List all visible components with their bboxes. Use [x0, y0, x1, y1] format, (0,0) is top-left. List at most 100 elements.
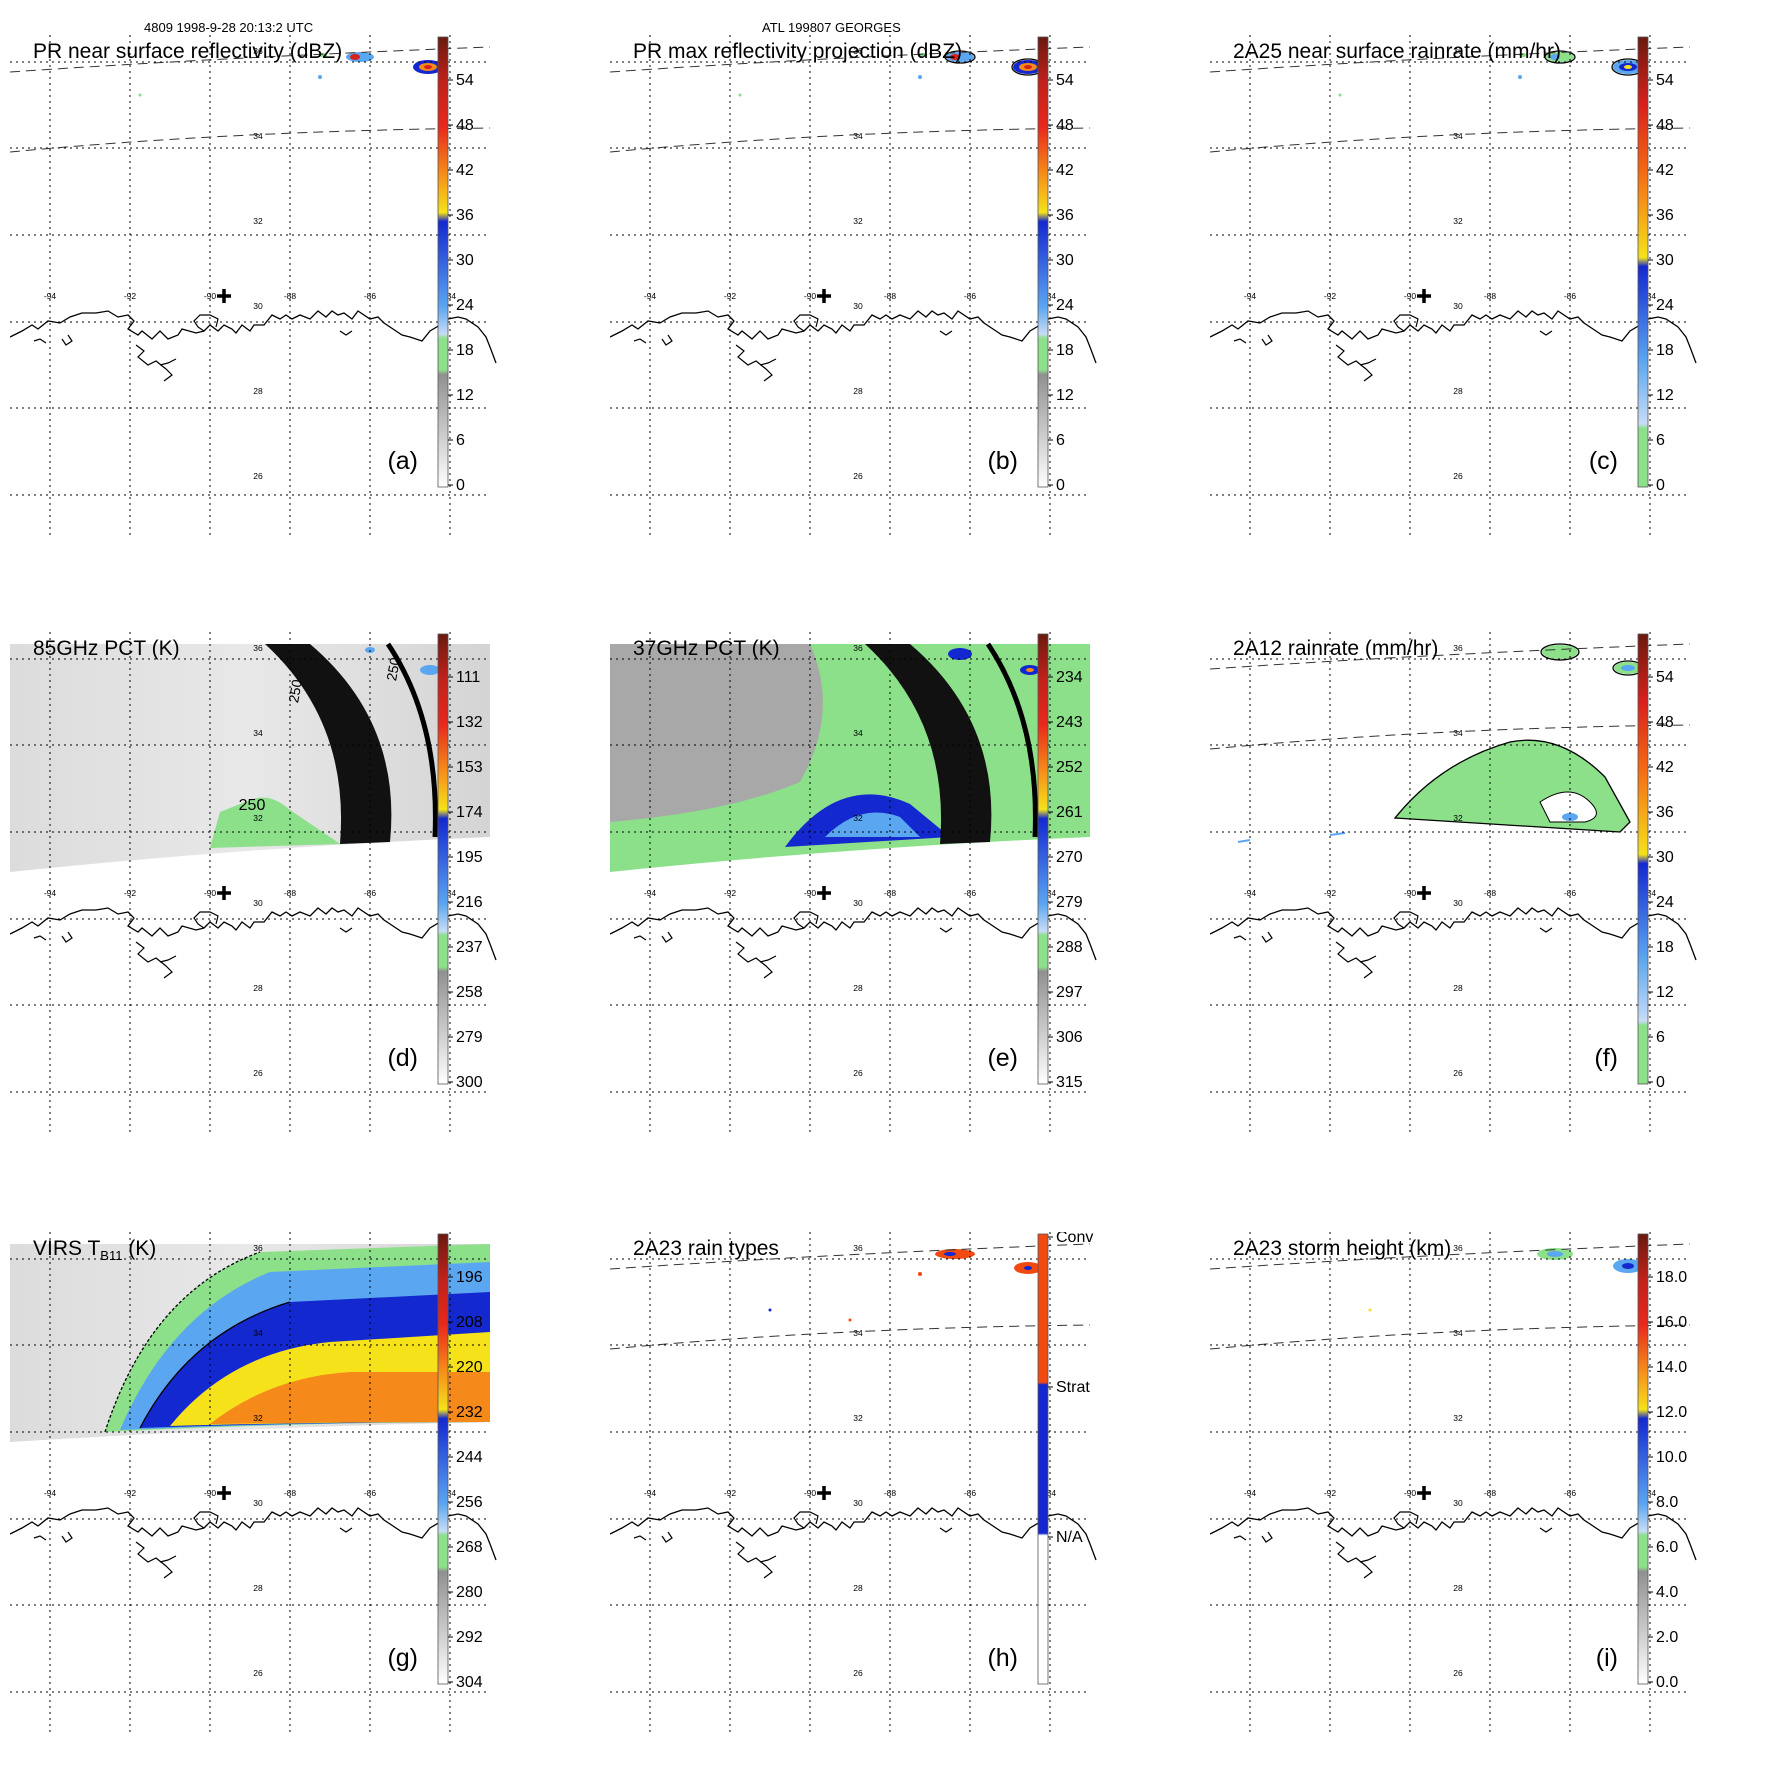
echo-core	[350, 54, 360, 60]
echo-speck	[918, 75, 922, 79]
colorbar-tick-label: 10.0	[1656, 1449, 1687, 1466]
longitude-tick-label: -84	[444, 291, 457, 301]
coastline-detail	[793, 1511, 819, 1529]
swath-edge-line	[10, 127, 491, 153]
longitude-tick-label: -90	[204, 291, 217, 301]
colorbar-tick-label: 237	[456, 939, 483, 956]
coastline-detail	[61, 1531, 73, 1543]
latitude-tick-label: 26	[253, 471, 263, 481]
colorbar-tick-label: 195	[456, 849, 483, 866]
longitude-tick-label: -86	[964, 291, 977, 301]
colorbar-tick-label: 220	[456, 1359, 483, 1376]
coastline-detail	[61, 334, 73, 346]
latitude-tick-label: 34	[1453, 131, 1463, 141]
echo-core	[950, 54, 960, 60]
latitude-tick-label: 36	[253, 1243, 263, 1253]
longitude-tick-label: -92	[1324, 888, 1337, 898]
coastline-detail	[735, 1541, 773, 1579]
longitude-tick-label: -90	[804, 1488, 817, 1498]
map-panel-e: -94 -92 -90 -88 -86 -84 36 34 32 30 28 26 37GHz PCT …	[610, 632, 1190, 1192]
colorbar-tick-label: 12	[456, 387, 474, 404]
longitude-tick-label: -92	[124, 1488, 137, 1498]
longitude-tick-label: -86	[364, 888, 377, 898]
latitude-tick-label: 32	[253, 1413, 263, 1423]
colorbar-tick-label: 153	[456, 759, 483, 776]
latitude-tick-label: 28	[253, 386, 263, 396]
latitude-tick-label: 26	[1453, 471, 1463, 481]
rain-type-speck	[918, 1272, 922, 1276]
map-panel-svg: 250 250 250 -94 -92 -90 -88 -86 -84 36 34 32 30 28 26 8…	[10, 632, 497, 1132]
pct37-warm-region	[610, 644, 823, 822]
latitude-tick-label: 36	[853, 643, 863, 653]
colorbar-tick-label: 48	[1056, 117, 1074, 134]
coastline-detail	[939, 330, 953, 336]
coastline-detail	[193, 1511, 219, 1529]
header-storm-name: ATL 199807 GEORGES	[762, 20, 901, 35]
latitude-tick-label: 30	[253, 1498, 263, 1508]
longitude-tick-label: -88	[284, 291, 297, 301]
coastline-detail	[1539, 330, 1553, 336]
coastline-detail	[159, 1555, 177, 1563]
colorbar-tick-label: 36	[1056, 207, 1074, 224]
panel-letter-label: (a)	[387, 447, 418, 475]
latitude-tick-label: 28	[253, 983, 263, 993]
longitude-tick-label: -94	[644, 888, 657, 898]
colorbar-tick-label: 216	[456, 894, 483, 911]
longitude-tick-label: -90	[804, 291, 817, 301]
coastline	[610, 907, 1097, 961]
colorbar-tick-label: 30	[1056, 252, 1074, 269]
colorbar-tick-label: N/A	[1056, 1529, 1083, 1546]
swath-edge-line	[610, 1243, 1091, 1270]
colorbar-tick-label: 2.0	[1656, 1629, 1678, 1646]
longitude-tick-label: -94	[44, 888, 57, 898]
coastline-detail	[1359, 1555, 1377, 1563]
storm-center-marker	[817, 1486, 831, 1500]
colorbar-tick-label: 24	[1656, 297, 1674, 314]
strat-rain-area	[944, 1252, 956, 1256]
colorbar-tick-label: 6	[1656, 1029, 1665, 1046]
echo-core	[424, 65, 432, 69]
map-panel-svg: -94 -92 -90 -88 -86 -84 36 34 32 30 28 26 2A12 rainr…	[1210, 632, 1697, 1132]
longitude-tick-label: -86	[1564, 291, 1577, 301]
coastline-detail	[661, 1531, 673, 1543]
imagery-layer	[768, 1249, 1042, 1322]
pct37-cold-region	[825, 812, 920, 837]
latitude-tick-label: 26	[853, 1668, 863, 1678]
storm-center-marker	[817, 886, 831, 900]
panel-letter-label: (e)	[987, 1044, 1018, 1072]
rainrate-core	[1621, 665, 1635, 671]
colorbar-tick-label: 304	[456, 1674, 483, 1691]
latitude-tick-label: 32	[853, 813, 863, 823]
swath-edge-line	[1210, 724, 1691, 750]
map-panel-svg: -94 -92 -90 -88 -86 -84 36 34 32 30 28 26 2A25 near …	[1210, 35, 1697, 535]
longitude-tick-label: -88	[884, 1488, 897, 1498]
storm-center-marker	[217, 289, 231, 303]
imagery-layer	[1237, 643, 1644, 843]
map-panel-f: -94 -92 -90 -88 -86 -84 36 34 32 30 28 26 2A12 rainr…	[1210, 632, 1771, 1192]
colorbar-tick-label: 48	[1656, 117, 1674, 134]
rainrate-cell	[1542, 645, 1578, 659]
coastline-detail	[135, 1541, 173, 1579]
coastline	[10, 310, 497, 364]
swath-edge-line	[610, 1324, 1091, 1350]
coastline-detail	[193, 314, 219, 332]
colorbar	[1037, 633, 1049, 1085]
imagery-layer	[738, 50, 1045, 97]
colorbar-tick-label: 24	[456, 297, 474, 314]
colorbar-tick-label: 36	[456, 207, 474, 224]
colorbar-tick-label: 243	[1056, 714, 1083, 731]
colorbar-tick-label: 42	[1656, 759, 1674, 776]
longitude-tick-label: -90	[1404, 1488, 1417, 1498]
map-panel-b: -94 -92 -90 -88 -86 -84 36 34 32 30 28 26 PR max ref…	[610, 35, 1190, 595]
storm-center-marker	[1417, 1486, 1431, 1500]
longitude-tick-label: -88	[884, 291, 897, 301]
coastline-detail	[1539, 1527, 1553, 1533]
latitude-tick-label: 34	[853, 728, 863, 738]
longitude-tick-label: -94	[44, 291, 57, 301]
coastline-detail	[661, 334, 673, 346]
coastline-detail	[1233, 935, 1247, 941]
coastline-detail	[33, 338, 47, 344]
coastline-detail	[1335, 344, 1373, 382]
imagery-layer	[1338, 50, 1645, 97]
longitude-tick-label: -88	[1484, 888, 1497, 898]
